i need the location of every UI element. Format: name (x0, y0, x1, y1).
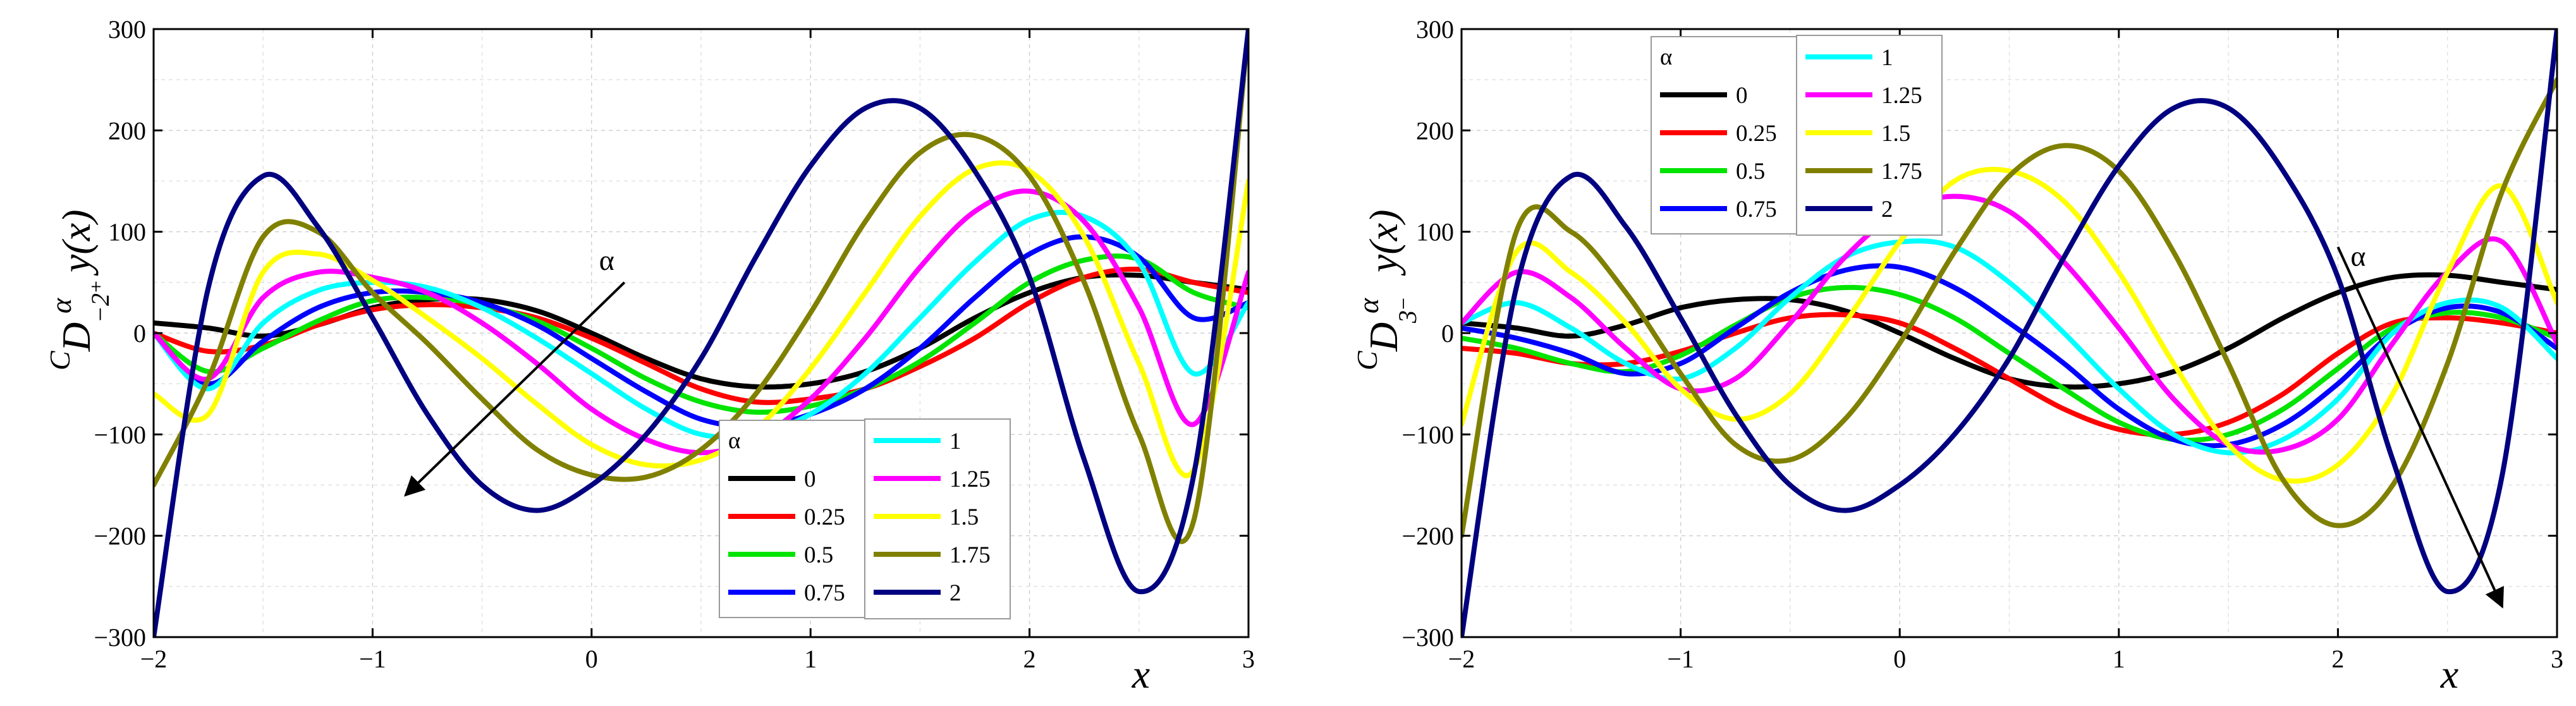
x-tick-label: −1 (1667, 645, 1694, 673)
x-tick-label: 0 (1893, 645, 1906, 673)
legend-label: 0.75 (804, 580, 845, 606)
legend-label: 1.5 (1881, 121, 1910, 147)
y-tick-label: 200 (108, 116, 146, 145)
x-tick-label: 3 (2551, 645, 2563, 673)
legend-label: 2 (949, 580, 961, 606)
series-line-alpha-2 (154, 29, 1248, 637)
y-axis-label: CDα 3⁻ y(x) (1351, 210, 1422, 370)
y-tick-label: 200 (1416, 116, 1454, 145)
series-line-alpha-0.75 (154, 234, 1248, 429)
x-tick-label: 1 (2113, 645, 2125, 673)
y-tick-label: −100 (1401, 420, 1454, 449)
x-tick-label: −2 (1448, 645, 1475, 673)
legend-label: 0.25 (804, 504, 845, 530)
legend-label: 0 (804, 466, 816, 492)
y-label-caputo-c: C (44, 350, 76, 370)
y-label-caputo-c: C (1351, 350, 1383, 370)
legend-label: 1.5 (949, 504, 979, 530)
series-line-alpha-0.5 (154, 253, 1248, 415)
x-tick-label: −2 (140, 645, 168, 673)
y-tick-label: −300 (94, 623, 146, 652)
x-tick-label: 2 (2331, 645, 2344, 673)
x-axis-label: x (1132, 652, 1150, 697)
y-tick-label: −200 (1401, 522, 1454, 551)
series-group (154, 29, 1248, 637)
y-axis-label: CDα −2⁺ y(x) (44, 210, 114, 370)
y-label-order-alpha: α (1352, 298, 1384, 313)
y-tick-label: −300 (1401, 623, 1454, 652)
alpha-annotation: α (2350, 240, 2365, 272)
series-line-alpha-2 (1462, 29, 2557, 637)
series-line-alpha-1.75 (1462, 77, 2557, 539)
legend-label: 0 (1736, 83, 1748, 109)
x-tick-label: −1 (359, 645, 386, 673)
series-line-alpha-0.25 (154, 266, 1248, 405)
x-tick-label: 2 (1023, 645, 1036, 673)
series-line-alpha-1.25 (1462, 193, 2557, 455)
legend: α 0 0.25 0.5 0.75 1 1.25 1.5 1.75 2 (719, 418, 1011, 619)
y-label-function: y(x) (1361, 210, 1406, 276)
legend-label: 1 (949, 429, 961, 454)
y-tick-label: 100 (1416, 218, 1454, 246)
y-tick-label: 300 (1416, 15, 1454, 44)
y-tick-label: 300 (108, 15, 146, 44)
legend-label: 1.25 (949, 466, 991, 492)
chart-panel-right: −2 −1 0 1 2 3 −300 −200 −100 0 100 200 300 x CDα 3⁻ y(x)… (1351, 15, 2563, 697)
x-tick-label: 1 (804, 645, 817, 673)
legend-label: 1.75 (1881, 159, 1922, 185)
y-label-operator-d: D (1361, 322, 1406, 352)
legend-label: 1.25 (1881, 83, 1922, 109)
legend-label: 0.5 (804, 542, 833, 568)
alpha-annotation: α (599, 244, 614, 276)
x-tick-label: 0 (585, 645, 598, 673)
y-label-limit-subscript: −2⁺ (86, 280, 114, 323)
legend-label: 1 (1881, 45, 1893, 71)
chart-panel-left: −2 −1 0 1 2 3 −300 −200 −100 0 100 200 300 x CDα −2⁺ y(x… (44, 15, 1255, 697)
legend-label: 2 (1881, 197, 1893, 222)
y-tick-label: 0 (1441, 319, 1454, 348)
y-label-function: y(x) (54, 210, 99, 276)
y-tick-label: −200 (94, 522, 146, 551)
legend-label: 0.5 (1736, 159, 1765, 185)
legend: α 0 0.25 0.5 0.75 1 1.25 1.5 1.75 2 (1651, 35, 1943, 236)
legend-label: 1.75 (949, 542, 991, 568)
series-line-alpha-1 (1462, 238, 2557, 456)
legend-label: 0.75 (1736, 197, 1777, 222)
y-label-operator-d: D (54, 322, 99, 352)
y-label-limit-subscript: 3⁻ (1393, 297, 1422, 324)
y-label-order-alpha: α (45, 298, 77, 313)
legend-title: α (728, 428, 740, 454)
y-tick-label: −100 (94, 420, 146, 449)
y-tick-label: 100 (108, 218, 146, 246)
x-tick-label: 3 (1242, 645, 1255, 673)
alpha-trend-arrow (404, 281, 626, 497)
x-axis-label: x (2440, 652, 2458, 697)
legend-title: α (1660, 44, 1672, 70)
legend-label: 0.25 (1736, 121, 1777, 147)
y-tick-label: 0 (133, 319, 146, 348)
alpha-trend-arrow (2336, 246, 2504, 609)
